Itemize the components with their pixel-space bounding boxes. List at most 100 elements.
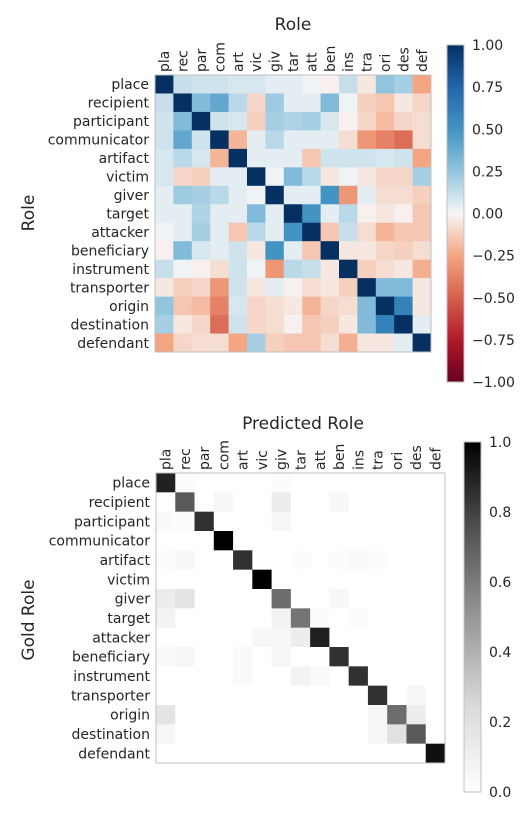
heatmap-cell — [210, 167, 229, 187]
heatmap-cell — [173, 241, 193, 261]
heatmap-cell — [213, 724, 234, 745]
heatmap-cell — [233, 550, 253, 571]
y-tick-labels: place recipient participant communicator art… — [49, 476, 151, 763]
x-tick-label: art — [231, 52, 247, 72]
y-tick-labels: place recipient participant communicator art… — [48, 77, 150, 352]
heatmap-cell — [252, 569, 272, 590]
heatmap-cell — [406, 511, 427, 532]
heatmap-cell — [271, 569, 292, 590]
heatmap-cell — [247, 167, 266, 187]
heatmap-cell — [175, 608, 195, 629]
heatmap-cell — [406, 589, 427, 609]
heatmap-cell — [394, 296, 413, 316]
heatmap-cell — [302, 315, 321, 334]
heatmap-cell — [228, 167, 248, 187]
heatmap-cell — [320, 75, 340, 94]
heatmap-cell — [155, 130, 174, 150]
heatmap-cell — [320, 259, 340, 279]
heatmap-cell — [252, 705, 272, 725]
heatmap-cell — [367, 627, 388, 648]
heatmap-cell — [283, 93, 303, 113]
heatmap-cell — [210, 333, 229, 353]
heatmap-cell — [387, 511, 407, 532]
heatmap-cell — [173, 315, 193, 334]
heatmap-cell — [412, 75, 432, 94]
heatmap-cell — [252, 511, 272, 532]
heatmap-cell — [156, 550, 176, 571]
heatmap-cell — [290, 743, 311, 764]
heatmap-cell — [252, 724, 272, 745]
y-tick-label: destination — [71, 317, 149, 333]
heatmap-cell — [357, 204, 377, 224]
heatmap-cell — [375, 93, 395, 113]
y-tick-label: destination — [72, 727, 150, 743]
heatmap-cell — [210, 75, 229, 94]
heatmap-cell — [394, 75, 413, 94]
heatmap-cell — [310, 569, 330, 590]
heatmap-cell — [357, 222, 377, 242]
heatmap-cell — [213, 608, 234, 629]
heatmap-cell — [247, 241, 266, 261]
heatmap-cell — [194, 705, 215, 725]
heatmap-cell — [247, 222, 266, 242]
heatmap-cell — [357, 241, 377, 261]
heatmap-cell — [290, 589, 311, 609]
heatmap-cell — [271, 473, 292, 493]
heatmap-cell — [228, 296, 248, 316]
heatmap-cell — [173, 111, 193, 131]
heatmap-cell — [175, 743, 195, 764]
heatmap-cell — [283, 296, 303, 316]
heatmap-cell — [302, 296, 321, 316]
heatmap-cell — [357, 93, 377, 113]
heatmap-cell — [210, 259, 229, 279]
heatmap-cell — [348, 608, 369, 629]
y-tick-label: participant — [73, 114, 150, 130]
x-tick-label: ben — [332, 444, 348, 470]
heatmap-cell — [329, 627, 350, 648]
heatmap-cell — [387, 492, 407, 513]
heatmap-cell — [228, 222, 248, 242]
heatmap-cell — [339, 296, 358, 316]
heatmap-cell — [271, 724, 292, 745]
confusion-matrix-chart: Predicted Role Gold Role pla rec par com art… — [19, 414, 511, 801]
heatmap-cell — [406, 569, 427, 590]
heatmap-cell — [191, 130, 211, 150]
heatmap-cell — [348, 743, 369, 764]
x-tick-label: pla — [157, 51, 173, 72]
x-tick-label: tar — [286, 52, 302, 72]
heatmap-cell — [310, 473, 330, 493]
heatmap-cell — [367, 743, 388, 764]
heatmap-cell — [290, 473, 311, 493]
heatmap-cell — [387, 550, 407, 571]
heatmap-cell — [173, 204, 193, 224]
heatmap-cell — [194, 608, 215, 629]
heatmap-cell — [156, 608, 176, 629]
heatmap-cell — [406, 743, 427, 764]
heatmap-cell — [155, 241, 174, 261]
heatmap-cell — [252, 743, 272, 764]
heatmap-cell — [406, 608, 427, 629]
heatmap-cell — [173, 222, 193, 242]
y-tick-label: artifact — [99, 151, 150, 167]
heatmap-cell — [320, 241, 340, 261]
heatmap-cell — [406, 724, 427, 745]
heatmap-cell — [302, 259, 321, 279]
heatmap-cell — [191, 204, 211, 224]
x-tick-label: def — [428, 447, 444, 471]
heatmap-cell — [213, 569, 234, 590]
heatmap-cell — [302, 333, 321, 353]
heatmap-cell — [406, 531, 427, 551]
heatmap-cell — [283, 167, 303, 187]
colorbar-tick-label: 0.2 — [489, 715, 511, 731]
heatmap-cell — [320, 167, 340, 187]
y-tick-label: origin — [110, 708, 150, 724]
heatmap-cell — [425, 705, 446, 725]
heatmap-cell — [213, 550, 234, 571]
heatmap-cell — [175, 724, 195, 745]
heatmap-cell — [247, 130, 266, 150]
heatmap-cell — [210, 296, 229, 316]
heatmap-cell — [271, 743, 292, 764]
y-axis-label: Role — [19, 195, 39, 232]
colorbar-tick-label: 0.6 — [489, 575, 511, 591]
heatmap-cell — [233, 569, 253, 590]
